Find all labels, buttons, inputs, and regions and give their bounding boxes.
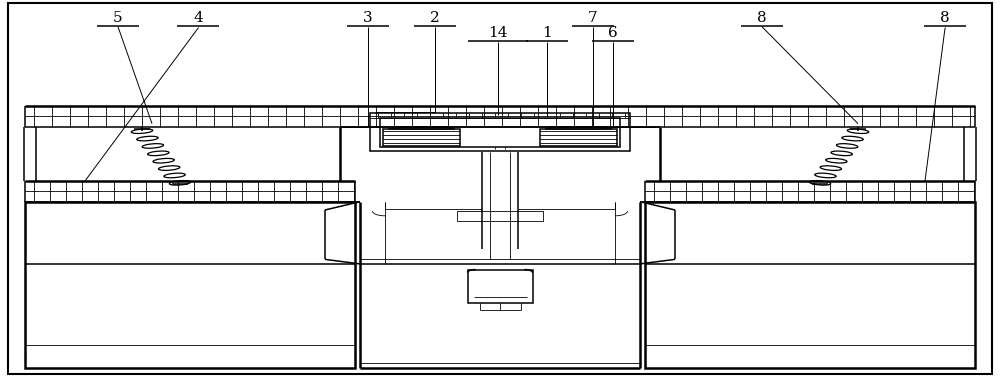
Text: 6: 6: [608, 26, 618, 40]
Bar: [25, 202, 355, 368]
Text: 2: 2: [430, 11, 440, 25]
Text: 8: 8: [940, 11, 950, 25]
Bar: [645, 202, 975, 368]
Text: 1: 1: [542, 26, 552, 40]
Text: 3: 3: [363, 11, 373, 25]
Bar: [383, 129, 460, 146]
Text: 5: 5: [113, 11, 123, 25]
Bar: [370, 113, 630, 151]
Bar: [457, 211, 543, 221]
Bar: [468, 270, 532, 303]
Text: 7: 7: [588, 11, 598, 25]
Bar: [540, 129, 617, 146]
Text: 4: 4: [193, 11, 203, 25]
Text: 8: 8: [757, 11, 767, 25]
Text: 14: 14: [488, 26, 508, 40]
Bar: [380, 118, 620, 147]
